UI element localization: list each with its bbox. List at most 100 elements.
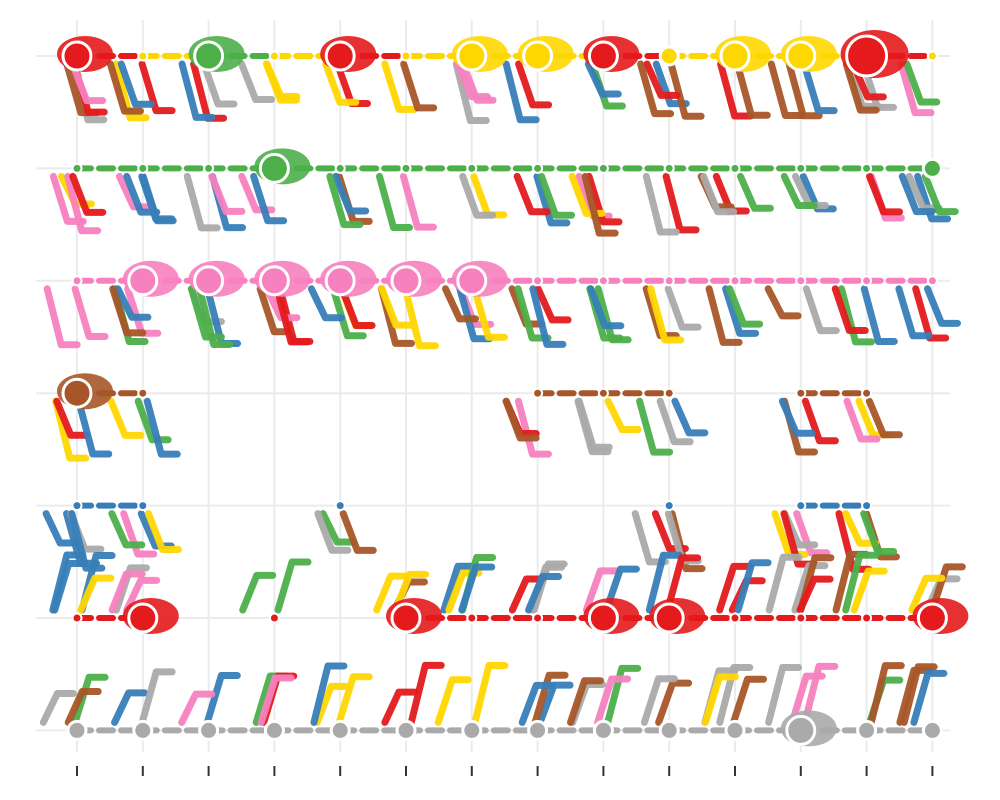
track-fragment (602, 565, 640, 614)
track-fragment (729, 675, 767, 726)
track-fragment (594, 675, 632, 726)
track-fragment (604, 397, 642, 434)
track-fragment (114, 285, 152, 321)
track-fragment (203, 672, 241, 726)
track-fragment (39, 690, 77, 726)
track-fragment (767, 60, 805, 119)
track-fragment (452, 60, 490, 124)
data-point (795, 162, 807, 174)
data-point (795, 387, 807, 399)
track-fragment (788, 672, 826, 726)
data-point (268, 612, 280, 624)
track-fragment (257, 674, 295, 726)
track-fragment (637, 60, 675, 118)
track-fragment (582, 567, 620, 614)
track-fragment (77, 574, 115, 614)
data-point (795, 500, 807, 512)
track-fragment (801, 397, 839, 445)
data-point (390, 602, 422, 634)
track-fragment (49, 172, 87, 225)
data-point (127, 602, 159, 634)
track-fragment (111, 689, 149, 726)
track-fragment (64, 172, 102, 235)
track-fragment (898, 172, 936, 216)
track-fragment (796, 575, 834, 614)
data-point (395, 719, 417, 741)
track-fragment (533, 172, 571, 227)
track-fragment (733, 60, 771, 119)
track-fragment (407, 661, 445, 726)
track-fragment (120, 510, 158, 558)
track-fragment (238, 60, 276, 104)
track-fragment (400, 60, 438, 112)
data-point (532, 275, 544, 287)
data-point (461, 719, 483, 741)
data-point (729, 612, 741, 624)
track-fragment (459, 60, 497, 104)
data-point (532, 387, 544, 399)
track-fragment (471, 662, 509, 726)
track-fragment (662, 172, 700, 234)
track-fragment (313, 682, 351, 726)
track-fragment (764, 285, 802, 320)
track-fragment (399, 172, 437, 231)
data-point (527, 719, 549, 741)
track-fragment (584, 60, 622, 98)
data-point (861, 162, 873, 174)
track-fragment (183, 172, 221, 232)
data-point (334, 162, 346, 174)
track-fragment (107, 397, 145, 439)
data-point (71, 500, 83, 512)
track-fragment (866, 172, 904, 216)
track-fragment (262, 60, 300, 104)
data-point (400, 50, 412, 62)
track-fragment (274, 558, 312, 614)
data-point (719, 40, 751, 72)
track-fragment (656, 397, 694, 446)
track-fragment (42, 510, 80, 547)
track-fragment (867, 662, 905, 726)
track-fragment (667, 60, 705, 120)
track-fragment (604, 664, 642, 726)
track-fragment (401, 285, 439, 350)
track-fragment (850, 567, 888, 614)
track-fragment (178, 690, 216, 726)
data-point (592, 719, 614, 741)
track-fragment (75, 397, 113, 458)
track-fragment (322, 60, 360, 106)
track-fragment (376, 172, 414, 232)
track-fragment (765, 553, 803, 614)
track-fragment (897, 60, 935, 117)
data-point (856, 719, 878, 741)
track-fragment (502, 60, 540, 124)
data-point (597, 275, 609, 287)
track-fragment (458, 563, 496, 614)
track-fragment (722, 285, 760, 337)
track-fragment (470, 172, 508, 219)
data-point (324, 40, 356, 72)
track-fragment (585, 172, 623, 226)
data-point (456, 40, 488, 72)
track-fragment (842, 510, 880, 547)
data-point (663, 387, 675, 399)
data-point (61, 377, 93, 409)
track-fragment (263, 285, 301, 322)
data-point (193, 265, 225, 297)
track-fragment (200, 60, 238, 108)
track-fragment (52, 397, 90, 462)
data-point (785, 714, 817, 746)
track-fragment (381, 688, 419, 726)
data-point (861, 500, 873, 512)
track-fragment (69, 172, 107, 216)
data-point (71, 612, 83, 624)
track-fragment (515, 60, 553, 109)
data-point (522, 40, 554, 72)
data-point (785, 40, 817, 72)
track-fragment (860, 285, 898, 345)
track-fragment (587, 285, 625, 330)
track-fragment (138, 668, 176, 726)
data-point (587, 40, 619, 72)
track-fragment (373, 572, 411, 614)
track-fragment (928, 563, 966, 614)
